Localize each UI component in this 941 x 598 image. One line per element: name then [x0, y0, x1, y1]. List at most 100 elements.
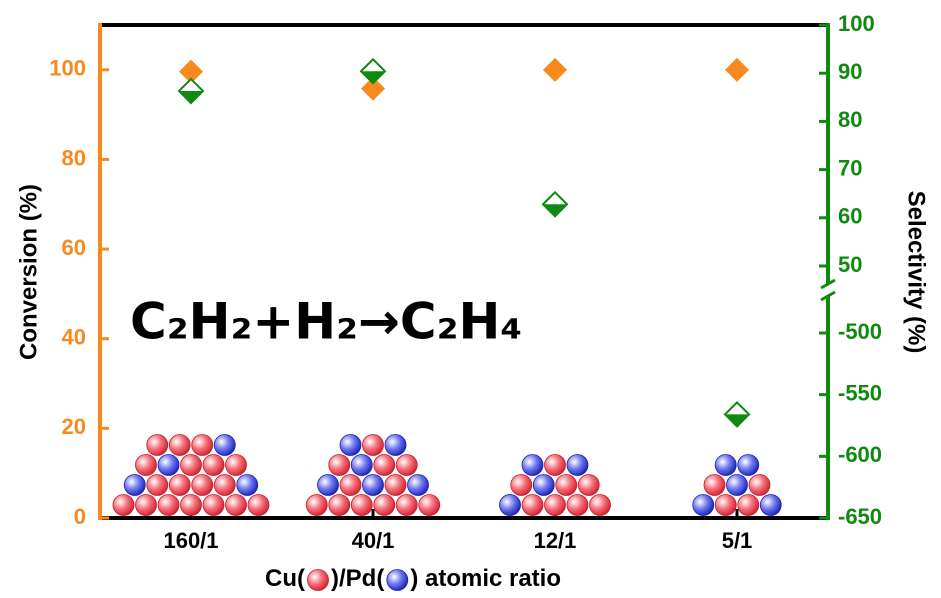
atom — [715, 455, 736, 476]
marker-fill — [361, 71, 385, 83]
y2-tick-label: -500 — [838, 319, 882, 344]
atom — [567, 455, 588, 476]
y-tick-label: 0 — [74, 504, 86, 529]
atom — [351, 455, 372, 476]
atom — [147, 475, 168, 496]
y-tick-label: 20 — [62, 414, 86, 439]
selectivity-marker — [179, 79, 203, 103]
atom — [169, 435, 190, 456]
atom — [192, 435, 213, 456]
atom — [318, 475, 339, 496]
chart: Conversion (%) Selectivity (%) C₂H₂+H₂→C… — [0, 0, 941, 598]
y-tick-label: 60 — [62, 235, 86, 260]
atom — [214, 435, 235, 456]
marker-fill — [543, 204, 567, 216]
y2-tick-label: -600 — [838, 442, 882, 467]
atom — [307, 570, 328, 591]
atom — [124, 475, 145, 496]
atom — [374, 455, 395, 476]
y2-tick-label: 50 — [838, 252, 862, 277]
y2-tick-label: 100 — [838, 11, 875, 36]
x-tick-label: 40/1 — [352, 528, 395, 553]
y2-tick-label: 90 — [838, 59, 862, 84]
atom — [340, 435, 361, 456]
selectivity-marker — [725, 402, 749, 426]
y-axis-title: Conversion (%) — [15, 184, 42, 360]
selectivity-marker — [543, 192, 567, 216]
marker-fill — [725, 414, 749, 426]
atom — [385, 435, 406, 456]
atom — [545, 495, 566, 516]
atom — [248, 495, 269, 516]
atom — [387, 570, 408, 591]
atom — [226, 495, 247, 516]
atom — [693, 495, 714, 516]
atom — [136, 455, 157, 476]
atom — [147, 435, 168, 456]
marker-fill — [179, 91, 203, 103]
atom — [192, 475, 213, 496]
atom — [590, 495, 611, 516]
atom — [533, 475, 554, 496]
atom — [738, 455, 759, 476]
atom — [374, 495, 395, 516]
atom — [385, 475, 406, 496]
atom — [340, 475, 361, 496]
atom — [408, 475, 429, 496]
atom — [329, 495, 350, 516]
atom — [351, 495, 372, 516]
y2-tick-label: 60 — [838, 204, 862, 229]
y-tick-label: 40 — [62, 325, 86, 350]
x-tick-label: 12/1 — [534, 528, 577, 553]
atom — [181, 495, 202, 516]
atom — [556, 475, 577, 496]
y2-tick-label: 80 — [838, 107, 862, 132]
atom — [396, 495, 417, 516]
conversion-marker — [543, 58, 567, 82]
atom — [181, 455, 202, 476]
y2-tick-label: -550 — [838, 380, 882, 405]
atom — [113, 495, 134, 516]
y2-axis-title: Selectivity (%) — [903, 191, 930, 354]
atom — [203, 455, 224, 476]
atom — [500, 495, 521, 516]
atom — [203, 495, 224, 516]
atom — [363, 435, 384, 456]
annotation: C₂H₂+H₂→C₂H₄ — [130, 293, 522, 351]
atom — [578, 475, 599, 496]
atom — [419, 495, 440, 516]
y2-tick-label: 70 — [838, 155, 862, 180]
atom — [306, 495, 327, 516]
atom — [760, 495, 781, 516]
atom — [214, 475, 235, 496]
atom — [363, 475, 384, 496]
atom — [522, 455, 543, 476]
atom — [396, 455, 417, 476]
atom — [738, 495, 759, 516]
atom — [169, 475, 190, 496]
y2-tick-label: -650 — [838, 504, 882, 529]
x-tick-label: 5/1 — [722, 528, 753, 553]
atom — [511, 475, 532, 496]
atom — [749, 475, 770, 496]
y-tick-label: 100 — [49, 56, 86, 81]
atom — [704, 475, 725, 496]
atom — [567, 495, 588, 516]
x-label-part: )/Pd( — [331, 565, 384, 592]
atom — [158, 455, 179, 476]
x-label-part: ) atomic ratio — [410, 565, 561, 592]
atom — [329, 455, 350, 476]
conversion-marker — [725, 58, 749, 82]
y-tick-label: 80 — [62, 145, 86, 170]
atom — [237, 475, 258, 496]
atom — [522, 495, 543, 516]
atom — [158, 495, 179, 516]
atom — [545, 455, 566, 476]
x-label-part: Cu( — [265, 565, 305, 592]
selectivity-marker — [361, 59, 385, 83]
x-tick-label: 160/1 — [163, 528, 218, 553]
atom — [136, 495, 157, 516]
atom — [226, 455, 247, 476]
atom — [727, 475, 748, 496]
atom — [715, 495, 736, 516]
